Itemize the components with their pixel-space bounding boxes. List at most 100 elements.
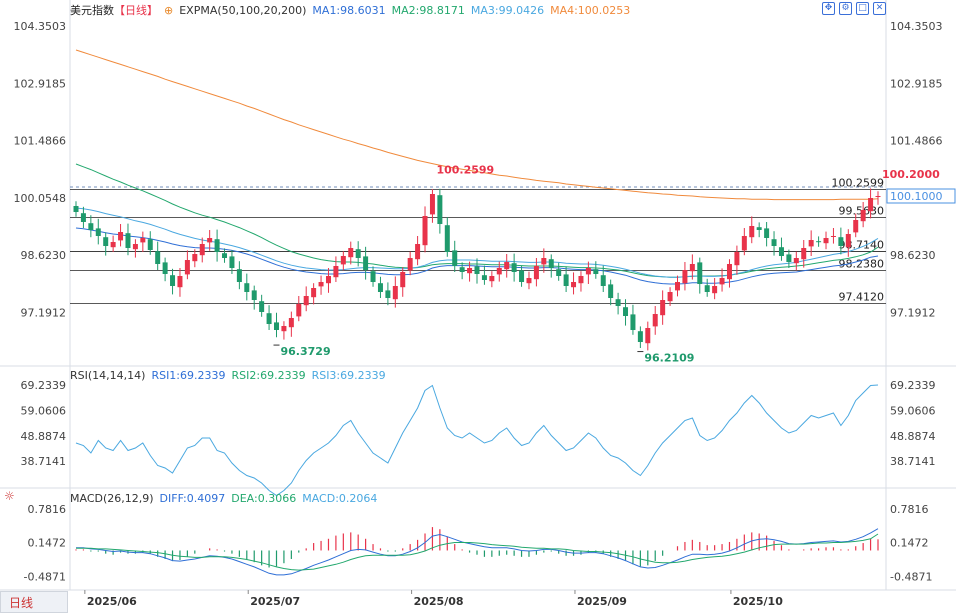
candle-body [170,275,176,286]
candle-body [177,276,183,288]
candle-body [771,239,777,246]
candle-body [689,264,695,272]
hline-label: 100.2599 [832,177,885,190]
candle-body [808,240,814,247]
macd-tick-label-left: -0.4871 [24,570,66,583]
candle-body [363,256,369,270]
candle-body [110,242,116,248]
candle-body [615,299,621,306]
candle-body [793,258,799,264]
macd-dea-line [76,533,879,571]
candle-body [377,283,383,292]
candle-body [734,252,740,266]
y-tick-label-left: 97.1912 [21,306,67,319]
candle-body [645,328,651,344]
candle-body [697,262,703,284]
candle-body [637,331,643,342]
candle-body [556,269,562,276]
candle-body [192,254,198,262]
candle-body [712,286,718,294]
current-price-label: 100.1000 [890,190,943,203]
candle-body [407,258,413,271]
candle-body [630,314,636,330]
candle-body [519,270,525,282]
rsi2-label: RSI2:69.2339 [231,369,306,382]
candle-body [719,278,725,285]
extreme-label: 96.2109 [644,352,694,365]
candle-body [147,239,153,250]
ma1-label: MA1:98.6031 [312,4,386,17]
period-tab[interactable]: 日线 [0,591,68,613]
candle-body [415,244,421,260]
rsi1-label: RSI1:69.2339 [151,369,226,382]
rsi-line [75,384,879,497]
candle-body [585,268,591,275]
candle-body [764,228,770,238]
macd-tick-label-left: 0.1472 [28,537,67,550]
candle-body [125,233,131,248]
candle-body [259,301,265,312]
period-label[interactable]: 【日线】 [114,4,158,17]
main-header: 美元指数【日线】 ⊕ EXPMA(50,100,20,200) MA1:98.6031… [70,3,636,19]
settings-icon[interactable]: ⚙ [839,2,852,15]
rsi-tick-label-left: 69.2339 [21,379,67,392]
expand-icon[interactable]: □ [856,2,869,15]
candle-body [325,276,331,284]
rsi-tick-label-right: 59.0606 [890,404,936,417]
candle-body [370,271,376,282]
candle-body [726,264,732,280]
candle-body [184,260,190,275]
candle-body [868,198,874,212]
fullscreen-icon[interactable]: ✥ [822,2,835,15]
x-tick-label: 2025/09 [577,595,627,608]
candle-body [311,288,317,298]
ma4-label: MA4:100.0253 [550,4,631,17]
candle-body [207,238,213,243]
candle-body [467,268,473,274]
indicator-label[interactable]: EXPMA(50,100,20,200) [179,4,307,17]
macd-label[interactable]: MACD(26,12,9) [70,492,154,505]
candle-body [155,251,161,264]
settings-gear-icon[interactable]: ☼ [4,489,15,503]
candle-body [675,282,680,291]
rsi3-label: RSI3:69.2339 [311,369,386,382]
x-tick-label: 2025/07 [250,595,300,608]
candle-body [571,282,577,288]
rsi-tick-label-right: 48.8874 [890,430,936,443]
candle-body [452,250,458,266]
rsi-tick-label-right: 38.7141 [890,455,936,468]
candle-body [816,241,822,243]
rsi-tick-label-left: 38.7141 [21,455,67,468]
candle-body [496,268,502,275]
candle-body [845,234,851,248]
candle-body [118,232,124,241]
candle-body [318,282,324,287]
rsi-tick-label-right: 69.2339 [890,379,936,392]
candle-body [786,254,792,262]
candle-body [660,300,666,316]
candle-body [296,304,302,317]
candle-body [682,270,688,284]
candle-body [541,258,547,265]
candle-body [103,237,109,246]
add-icon[interactable]: ⊕ [164,4,174,17]
extreme-label: 96.3729 [281,345,331,358]
candle-body [593,269,599,274]
candle-body [73,206,79,212]
candle-body [481,275,487,280]
current-price-tag [886,188,956,204]
close-icon[interactable]: ✕ [873,2,886,15]
hline-label: 97.4120 [839,291,885,304]
candle-body [132,244,138,250]
rsi-label[interactable]: RSI(14,14,14) [70,369,146,382]
candle-body [548,259,554,268]
macd-diff-line [76,528,879,576]
candle-body [704,285,710,292]
candle-body [578,276,584,284]
hline-label: 98.7140 [839,238,885,251]
x-tick-label: 2025/10 [733,595,783,608]
candle-body [474,266,480,274]
candle-body [162,262,168,274]
candle-body [667,292,673,302]
